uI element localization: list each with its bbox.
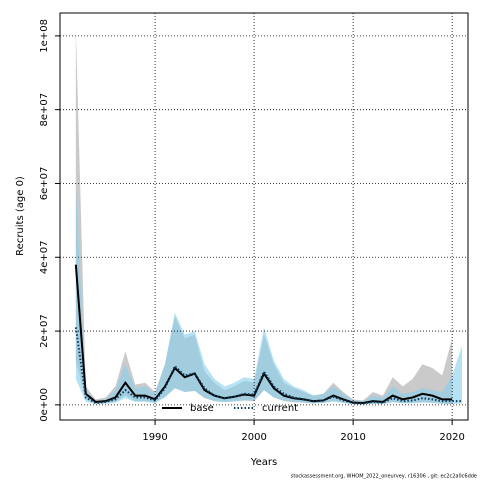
y-tick-label: 8e+07 — [39, 93, 50, 127]
y-axis-label: Recruits (age 0) — [15, 176, 26, 256]
legend-label: base — [190, 403, 214, 414]
x-tick-label: 2020 — [439, 432, 464, 443]
series-line — [74, 327, 463, 405]
x-tick-label: 2000 — [241, 432, 266, 443]
x-axis-label: Years — [250, 457, 277, 468]
y-tick-label: 2e+07 — [39, 314, 50, 348]
footnote: stockassessment.org, WHOM_2022_oneurvey,… — [291, 474, 477, 480]
plot-frame — [59, 12, 469, 421]
x-tick-label: 1990 — [142, 432, 167, 443]
y-tick-label: 0e+00 — [39, 388, 50, 422]
y-tick-label: 6e+07 — [39, 167, 50, 201]
y-tick-label: 4e+07 — [39, 240, 50, 274]
legend-label: current — [262, 403, 298, 414]
x-tick-label: 2010 — [340, 432, 365, 443]
y-tick-label: 1e+08 — [39, 19, 50, 53]
confidence-band — [75, 183, 463, 405]
